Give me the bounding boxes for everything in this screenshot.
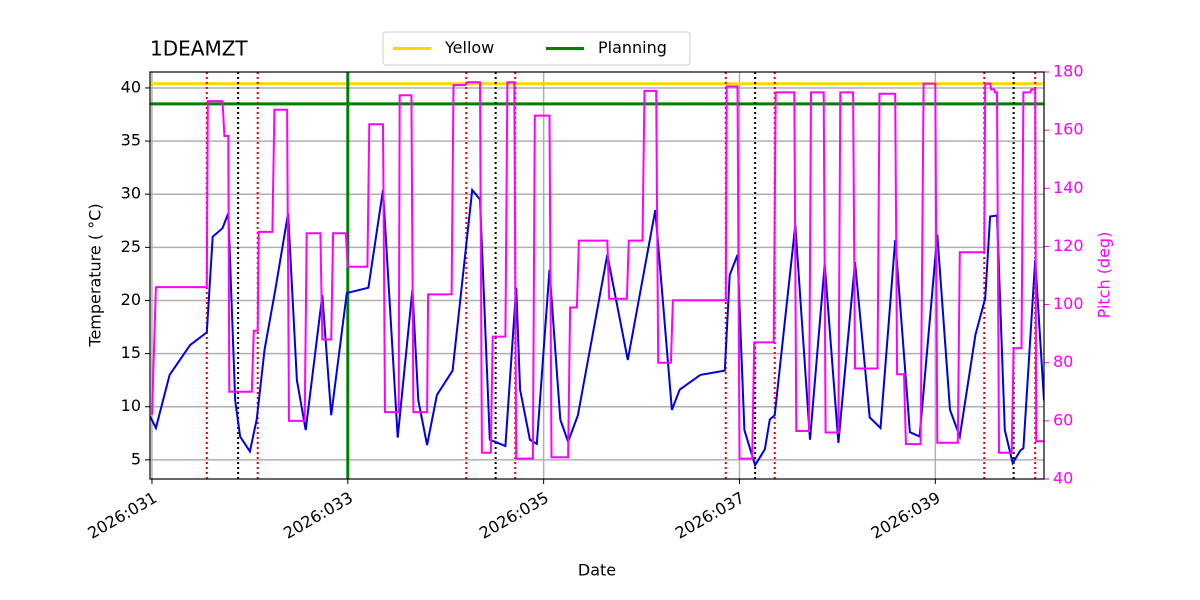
- y-tick-label: 15: [121, 343, 141, 362]
- y-tick-label: 40: [121, 77, 141, 96]
- plot-frame: [149, 71, 1045, 480]
- chart-title: 1DEAMZT: [150, 37, 248, 61]
- y2-tick-label: 80: [1053, 352, 1073, 371]
- plot-area: [150, 72, 1044, 479]
- data-line: [151, 81, 1044, 460]
- y2-tick-label: 40: [1053, 469, 1073, 488]
- legend-label: Planning: [598, 38, 667, 57]
- y-tick-label: 25: [121, 237, 141, 256]
- y2-tick-label: 60: [1053, 410, 1073, 429]
- y-tick-label: 35: [121, 131, 141, 150]
- legend-label: Yellow: [444, 38, 494, 57]
- y-tick-label: 5: [131, 449, 141, 468]
- x-axis-label: Date: [578, 561, 616, 580]
- y2-axis-label: Pitch (deg): [1095, 232, 1114, 319]
- y-tick-label: 20: [121, 290, 141, 309]
- y-axis-label: Temperature ( °C): [86, 203, 105, 347]
- y2-tick-label: 120: [1053, 236, 1084, 255]
- y2-tick-label: 140: [1053, 178, 1084, 197]
- y2-tick-label: 180: [1053, 62, 1084, 81]
- y-tick-label: 30: [121, 184, 141, 203]
- y2-tick-label: 160: [1053, 120, 1084, 139]
- y2-tick-label: 100: [1053, 294, 1084, 313]
- y-tick-label: 10: [121, 396, 141, 415]
- legend-box: [382, 31, 691, 66]
